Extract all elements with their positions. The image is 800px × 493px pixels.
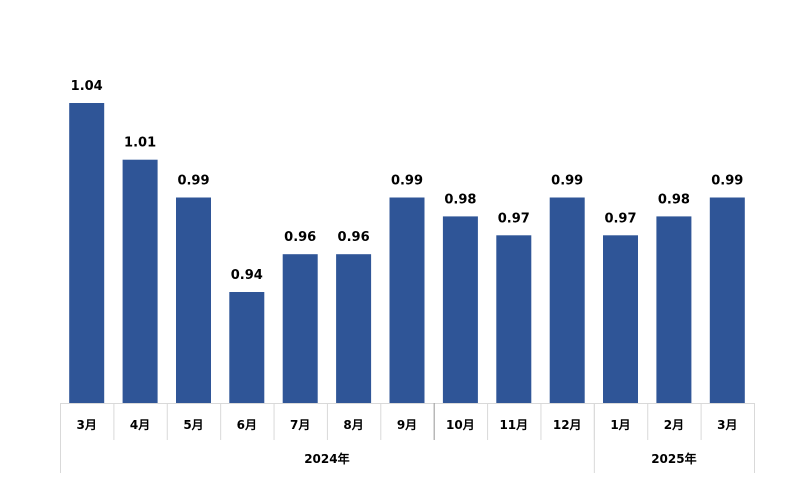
category-axis bbox=[60, 403, 755, 473]
bar-1 bbox=[122, 159, 158, 403]
value-label-11: 0.98 bbox=[658, 192, 690, 207]
month-label-0: 3月 bbox=[77, 418, 97, 432]
month-label-12: 3月 bbox=[717, 418, 737, 432]
year-label-0: 2024年 bbox=[304, 451, 349, 466]
bar-6 bbox=[389, 197, 425, 403]
value-labels-layer: 1.04 1.01 0.99 0.94 0.96 0.96 0.99 0.98 0.97 0.99… bbox=[71, 79, 744, 283]
bar-10 bbox=[603, 235, 638, 403]
bar-4 bbox=[282, 254, 318, 403]
bar-5 bbox=[336, 254, 372, 403]
month-label-3: 6月 bbox=[237, 418, 257, 432]
value-label-10: 0.97 bbox=[604, 211, 636, 226]
bar-9 bbox=[549, 197, 585, 403]
bar-3 bbox=[229, 292, 265, 403]
bar-7 bbox=[442, 216, 478, 403]
bars-layer bbox=[69, 103, 745, 403]
bar-0 bbox=[69, 103, 105, 403]
month-label-9: 12月 bbox=[553, 418, 582, 432]
bar-11 bbox=[656, 216, 692, 403]
year-labels-layer: 2024年 2025年 bbox=[304, 451, 696, 466]
value-label-9: 0.99 bbox=[551, 174, 583, 189]
month-labels-layer: 3月 4月 5月 6月 7月 8月 9月 10月 11月 12月 1月 2月 3月 bbox=[77, 418, 738, 432]
month-label-2: 5月 bbox=[183, 418, 203, 432]
bar-2 bbox=[176, 197, 211, 403]
value-label-0: 1.04 bbox=[71, 79, 103, 94]
value-label-5: 0.96 bbox=[338, 230, 370, 245]
value-label-1: 1.01 bbox=[124, 136, 156, 151]
bar-12 bbox=[709, 197, 745, 403]
value-label-6: 0.99 bbox=[391, 174, 423, 189]
year-label-1: 2025年 bbox=[651, 451, 696, 466]
value-label-7: 0.98 bbox=[444, 192, 476, 207]
value-label-8: 0.97 bbox=[498, 211, 530, 226]
value-label-4: 0.96 bbox=[284, 230, 316, 245]
value-label-2: 0.99 bbox=[177, 174, 209, 189]
value-label-3: 0.94 bbox=[231, 268, 263, 283]
value-label-12: 0.99 bbox=[711, 174, 743, 189]
month-label-5: 8月 bbox=[343, 418, 363, 432]
month-label-8: 11月 bbox=[499, 418, 528, 432]
month-label-10: 1月 bbox=[610, 418, 630, 432]
month-label-4: 7月 bbox=[290, 418, 310, 432]
month-label-11: 2月 bbox=[664, 418, 684, 432]
month-label-7: 10月 bbox=[446, 418, 475, 432]
month-label-6: 9月 bbox=[397, 418, 417, 432]
month-label-1: 4月 bbox=[130, 418, 150, 432]
bar-8 bbox=[496, 235, 532, 403]
